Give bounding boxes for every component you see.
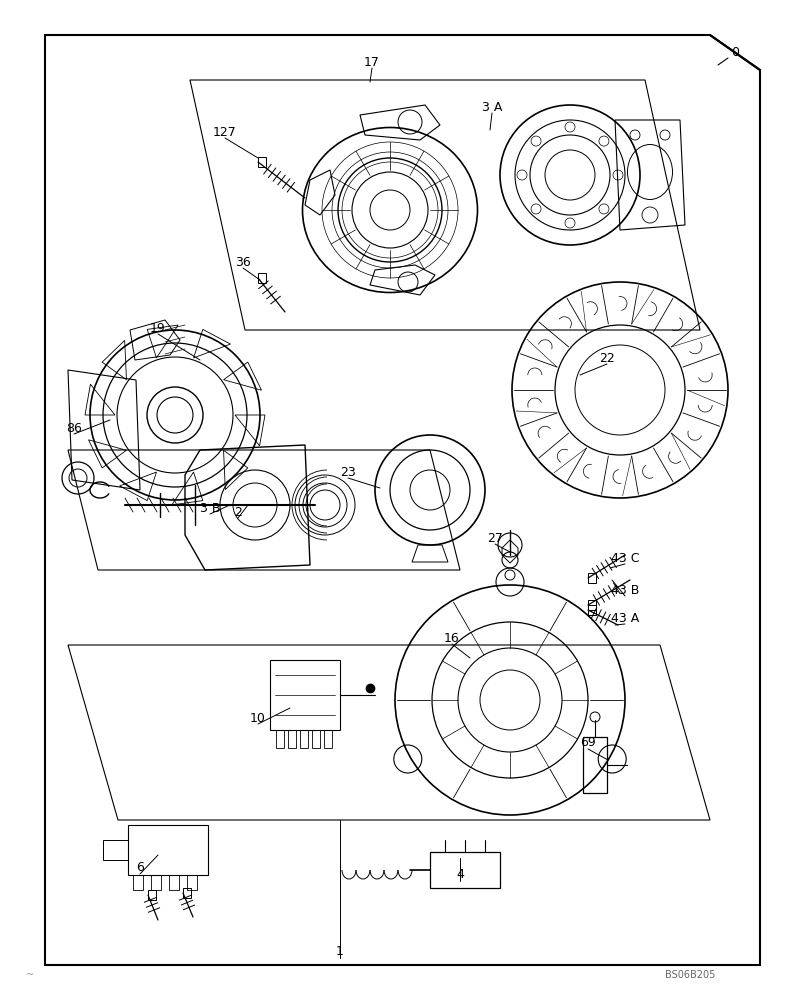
Text: 23: 23 bbox=[340, 466, 355, 479]
Text: 19: 19 bbox=[150, 322, 165, 334]
Text: BS06B205: BS06B205 bbox=[664, 970, 714, 980]
Text: 43 C: 43 C bbox=[610, 552, 638, 564]
Text: 27: 27 bbox=[487, 532, 502, 544]
Text: 4: 4 bbox=[456, 868, 463, 881]
Text: 16: 16 bbox=[444, 632, 459, 645]
Text: 22: 22 bbox=[599, 352, 614, 364]
Text: 86: 86 bbox=[66, 422, 82, 434]
Text: 43 A: 43 A bbox=[610, 611, 638, 624]
Text: 3 A: 3 A bbox=[481, 101, 501, 114]
Text: 36: 36 bbox=[235, 255, 251, 268]
Text: 127: 127 bbox=[212, 126, 237, 139]
Text: 6: 6 bbox=[136, 861, 144, 874]
Text: 17: 17 bbox=[363, 56, 380, 69]
Text: 43 B: 43 B bbox=[610, 584, 638, 596]
Text: 0: 0 bbox=[730, 46, 738, 59]
Text: 1: 1 bbox=[336, 945, 344, 958]
Text: ~: ~ bbox=[26, 970, 34, 980]
Text: 10: 10 bbox=[250, 712, 266, 724]
Text: 3 B: 3 B bbox=[200, 502, 220, 514]
Text: 69: 69 bbox=[579, 736, 595, 750]
Text: 2: 2 bbox=[234, 506, 242, 518]
